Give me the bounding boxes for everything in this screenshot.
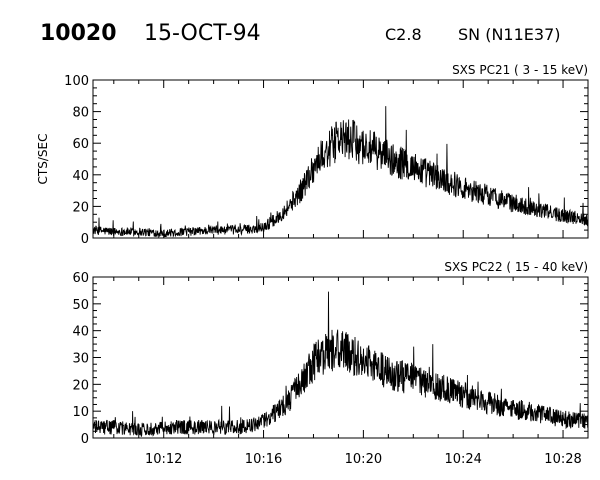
- event-id: 10020: [40, 21, 117, 46]
- panel-title: SXS PC21 ( 3 - 15 keV): [452, 63, 588, 77]
- y-tick-label: 20: [72, 200, 89, 215]
- x-tick-label: 10:20: [345, 452, 382, 467]
- y-tick-label: 30: [72, 352, 89, 367]
- count-rate-curve: [92, 291, 589, 437]
- x-tick-label: 10:16: [245, 452, 282, 467]
- y-tick-label: 0: [81, 232, 89, 247]
- flare-class: C2.8: [385, 25, 422, 44]
- y-axis-label: CTS/SEC: [36, 134, 50, 185]
- x-tick-label: 10:28: [544, 452, 581, 467]
- panel-title: SXS PC22 ( 15 - 40 keV): [444, 260, 588, 274]
- y-tick-label: 60: [72, 271, 89, 286]
- y-tick-label: 100: [64, 74, 89, 89]
- y-tick-label: 20: [72, 378, 89, 393]
- y-tick-label: 40: [72, 325, 89, 340]
- header: 10020 15-OCT-94 C2.8 SN (N11E37): [40, 21, 561, 46]
- y-tick-label: 40: [72, 169, 89, 184]
- plot-frame: [92, 79, 589, 239]
- y-tick-label: 80: [72, 106, 89, 121]
- panel-pc22: SXS PC22 ( 15 - 40 keV) 0 10 20 30 40 50 60 10:1…: [72, 260, 589, 467]
- y-tick-label: 60: [72, 137, 89, 152]
- event-date: 15-OCT-94: [144, 21, 261, 46]
- count-rate-curve: [92, 106, 589, 238]
- panel-pc21: SXS PC21 ( 3 - 15 keV) 0 20 40 60 80 100 CTS/SE…: [36, 63, 589, 247]
- y-tick-label: 50: [72, 298, 89, 313]
- x-tick-label: 10:12: [145, 452, 182, 467]
- x-tick-label: 10:24: [444, 452, 481, 467]
- plot-frame: [92, 276, 589, 439]
- y-tick-label: 0: [81, 432, 89, 447]
- flare-location: SN (N11E37): [458, 25, 561, 44]
- y-tick-label: 10: [72, 405, 89, 420]
